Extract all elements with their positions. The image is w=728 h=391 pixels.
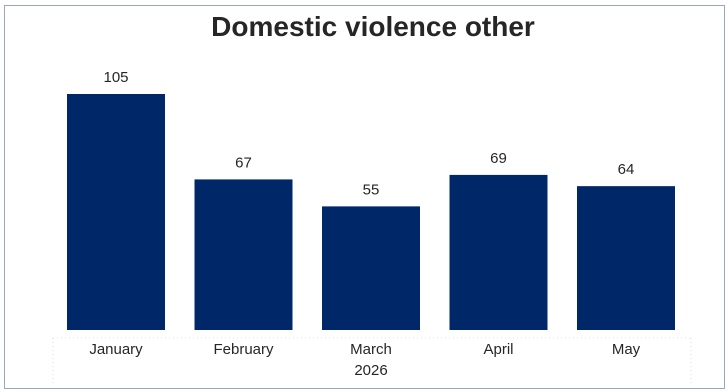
data-label-march: 55 [363,181,380,198]
data-label-april: 69 [490,150,507,167]
tick-label-january: January [89,341,143,358]
bar-may [577,186,675,330]
value-labels-group: 105 67 55 69 64 [103,69,634,198]
tick-label-april: April [483,341,513,358]
tick-label-march: March [350,341,392,358]
bar-january [67,94,165,330]
data-label-january: 105 [103,69,128,86]
bar-february [194,179,293,330]
bar-april [449,174,548,330]
chart-title: Domestic violence other [211,11,535,42]
data-label-may: 64 [618,161,635,178]
tick-labels-group: January February March April May [89,341,640,358]
data-label-february: 67 [235,154,252,171]
tick-label-may: May [612,341,641,358]
axis-group-label-year: 2026 [354,362,387,379]
tick-label-february: February [213,341,274,358]
bar-march [322,206,420,330]
bars-group [67,94,675,330]
